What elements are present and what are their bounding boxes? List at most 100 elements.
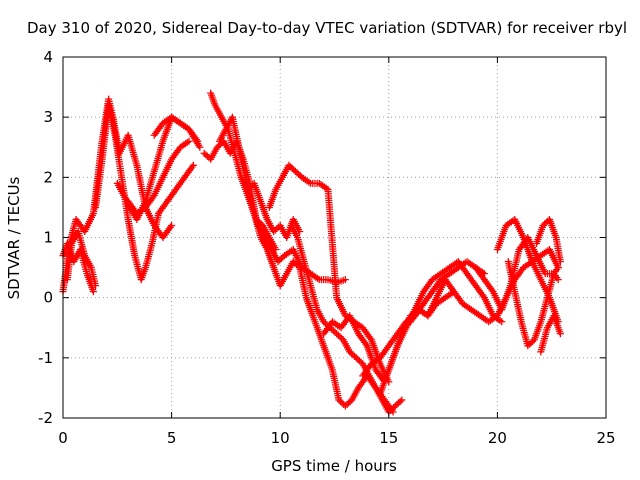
data-point — [349, 351, 357, 359]
data-point — [329, 327, 337, 335]
series-3 — [63, 227, 100, 290]
data-point — [290, 166, 298, 174]
series-6 — [150, 113, 202, 145]
y-tick-label: -1 — [38, 349, 53, 367]
data-point — [393, 400, 401, 408]
series-22 — [537, 312, 564, 356]
data-point — [527, 339, 535, 347]
data-point — [92, 282, 100, 290]
data-point — [276, 256, 284, 264]
data-point — [388, 405, 396, 413]
axis-ticks: 0 5 10 15 20 25 -2 -1 0 1 2 3 4 — [38, 48, 616, 447]
data-point — [272, 246, 280, 254]
y-tick-label: 3 — [43, 108, 53, 126]
data-point — [331, 328, 339, 336]
data-point — [554, 264, 562, 272]
data-point — [336, 333, 344, 341]
data-point — [271, 226, 279, 234]
data-point — [386, 406, 394, 414]
data-point — [398, 396, 406, 404]
data-point — [525, 340, 533, 348]
data-point — [196, 143, 204, 151]
series-4 — [92, 101, 197, 284]
series-13 — [287, 221, 406, 416]
x-tick-label: 10 — [271, 429, 290, 447]
data-point — [542, 218, 550, 226]
data-point — [203, 152, 211, 160]
data-point — [347, 349, 355, 357]
data-point — [338, 334, 346, 342]
data-point — [395, 399, 403, 407]
data-point — [333, 330, 341, 338]
chart-title: Day 310 of 2020, Sidereal Day-to-day VTE… — [27, 19, 627, 37]
data-point — [338, 399, 346, 407]
x-tick-label: 20 — [488, 429, 507, 447]
data-point — [291, 167, 299, 175]
data-point — [334, 331, 342, 339]
data-point — [396, 397, 404, 405]
data-point — [529, 337, 537, 345]
data-point — [295, 170, 303, 178]
data-point — [352, 354, 360, 362]
data-point — [357, 358, 365, 366]
data-point — [216, 140, 224, 148]
x-tick-label: 25 — [596, 429, 615, 447]
data-point — [270, 227, 278, 235]
data-point — [524, 342, 532, 350]
data-point — [285, 161, 293, 169]
data-point — [200, 149, 208, 157]
y-tick-label: 4 — [43, 48, 53, 66]
data-point — [391, 402, 399, 410]
data-point — [273, 224, 281, 232]
series-21 — [532, 215, 564, 266]
data-point — [291, 259, 299, 267]
data-point — [194, 137, 202, 145]
series-15 — [359, 258, 488, 380]
data-point — [292, 261, 300, 269]
data-point — [274, 258, 282, 266]
data-point — [498, 318, 506, 326]
data-point — [345, 399, 353, 407]
x-tick-label: 5 — [167, 429, 177, 447]
data-point — [556, 258, 564, 266]
data-point — [168, 221, 176, 229]
data-point — [541, 220, 549, 228]
data-point — [351, 352, 359, 360]
series-10 — [200, 137, 280, 254]
data-point — [346, 348, 354, 356]
series-7 — [124, 137, 193, 217]
data-point — [343, 400, 351, 408]
data-point — [293, 169, 301, 177]
data-point — [390, 403, 398, 411]
x-tick-label: 15 — [379, 429, 398, 447]
series-20 — [504, 258, 562, 350]
data-point — [185, 137, 193, 145]
data-point — [355, 357, 363, 365]
series-1 — [59, 95, 176, 296]
data-point — [287, 163, 295, 171]
y-tick-label: 0 — [43, 289, 53, 307]
data-point — [341, 402, 349, 410]
data-point — [554, 276, 562, 284]
data-point — [213, 143, 221, 151]
data-point — [556, 330, 564, 338]
data-point — [341, 276, 349, 284]
data-point — [346, 397, 354, 405]
data-point — [288, 164, 296, 172]
data-point — [215, 142, 223, 150]
data-point — [277, 255, 285, 263]
data-point — [89, 288, 97, 296]
data-point — [294, 262, 302, 270]
data-points — [59, 89, 564, 416]
data-point — [354, 355, 362, 363]
data-point — [289, 258, 297, 266]
y-axis-label: SDTVAR / TECUs — [5, 176, 23, 299]
data-point — [320, 318, 328, 326]
data-point — [336, 397, 344, 405]
y-tick-label: 1 — [43, 229, 53, 247]
x-axis-label: GPS time / hours — [271, 457, 397, 475]
data-point — [189, 161, 197, 169]
data-point — [335, 396, 343, 404]
y-tick-label: 2 — [43, 168, 53, 186]
x-tick-label: 0 — [58, 429, 68, 447]
